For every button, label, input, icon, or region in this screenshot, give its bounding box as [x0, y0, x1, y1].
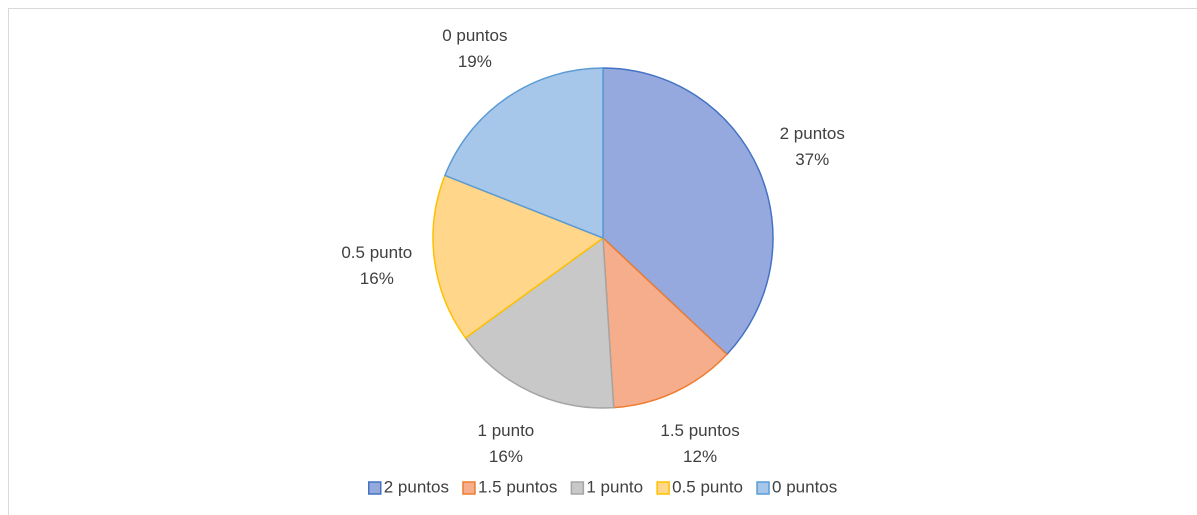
data-label-value: 12% — [683, 447, 717, 466]
legend-swatch — [756, 481, 770, 495]
pie-slice — [602, 236, 728, 409]
legend-label: 0 puntos — [772, 477, 837, 496]
legend-swatch — [570, 481, 585, 495]
data-label-value: 16% — [489, 447, 523, 466]
data-label-name: 1 punto — [478, 421, 535, 440]
pie-slice — [602, 67, 774, 356]
legend-swatch — [367, 481, 382, 495]
data-label-name: 0.5 punto — [341, 243, 412, 262]
legend-label: 2 puntos — [384, 477, 449, 496]
pie-slice — [432, 174, 605, 339]
legend-swatch — [656, 481, 670, 495]
pie-slice — [443, 67, 604, 240]
legend-swatch — [462, 481, 476, 495]
data-label-value: 16% — [360, 269, 394, 288]
data-label-value: 37% — [795, 150, 829, 169]
data-label-name: 1.5 puntos — [660, 421, 739, 440]
data-label-name: 2 puntos — [780, 124, 845, 143]
legend-label: 0.5 punto — [672, 477, 743, 496]
data-label-name: 0 puntos — [442, 26, 507, 45]
legend: 2 puntos 1.5 puntos 1 punto 0.5 punto 0 punt… — [367, 477, 837, 496]
legend-label: 1 punto — [586, 477, 643, 496]
legend-label: 1.5 puntos — [478, 477, 557, 496]
pie-slice — [464, 236, 615, 409]
data-label-value: 19% — [458, 52, 492, 71]
